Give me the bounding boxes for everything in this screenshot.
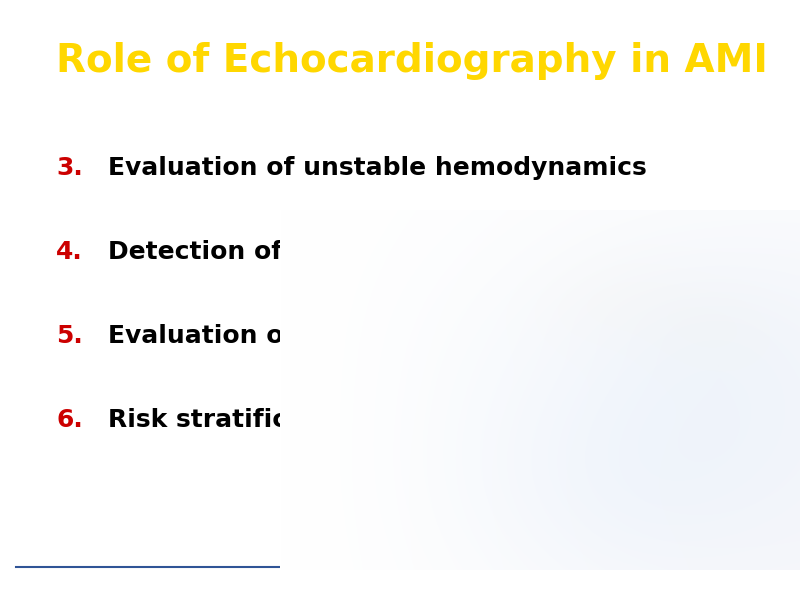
Text: Detection of infarct complications: Detection of infarct complications (108, 240, 589, 264)
Text: 3.: 3. (56, 156, 82, 180)
Text: 4.: 4. (56, 240, 82, 264)
Text: 5.: 5. (56, 324, 82, 348)
Text: Risk stratification: Risk stratification (108, 408, 360, 432)
Text: Role of Echocardiography in AMI: Role of Echocardiography in AMI (56, 42, 768, 80)
Text: 6.: 6. (56, 408, 82, 432)
Text: Evaluation of unstable hemodynamics: Evaluation of unstable hemodynamics (108, 156, 646, 180)
Text: Evaluation of myocardial viability: Evaluation of myocardial viability (108, 324, 582, 348)
